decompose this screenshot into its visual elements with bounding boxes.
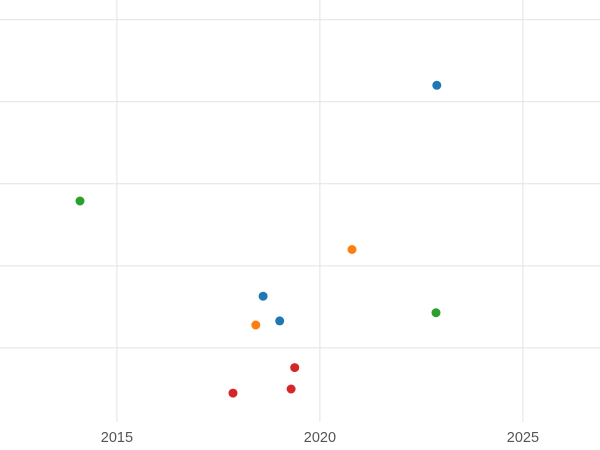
scatter-point-red [290,363,300,373]
x-tick-label: 2025 [506,430,540,446]
scatter-point-blue [258,291,268,301]
x-axis: 2015 2020 2025 [0,428,600,450]
scatter-point-red [286,384,296,394]
scatter-point-green [431,308,441,318]
scatter-point-blue [432,80,442,90]
scatter-point-orange [347,245,357,254]
scatter-point-red [228,388,238,398]
scatter-point-green [75,196,85,206]
scatter-point-blue [275,316,285,326]
scatter-plot [0,0,600,422]
x-tick-label: 2015 [100,430,134,446]
x-tick-label: 2020 [303,430,337,446]
scatter-point-orange [251,320,261,330]
